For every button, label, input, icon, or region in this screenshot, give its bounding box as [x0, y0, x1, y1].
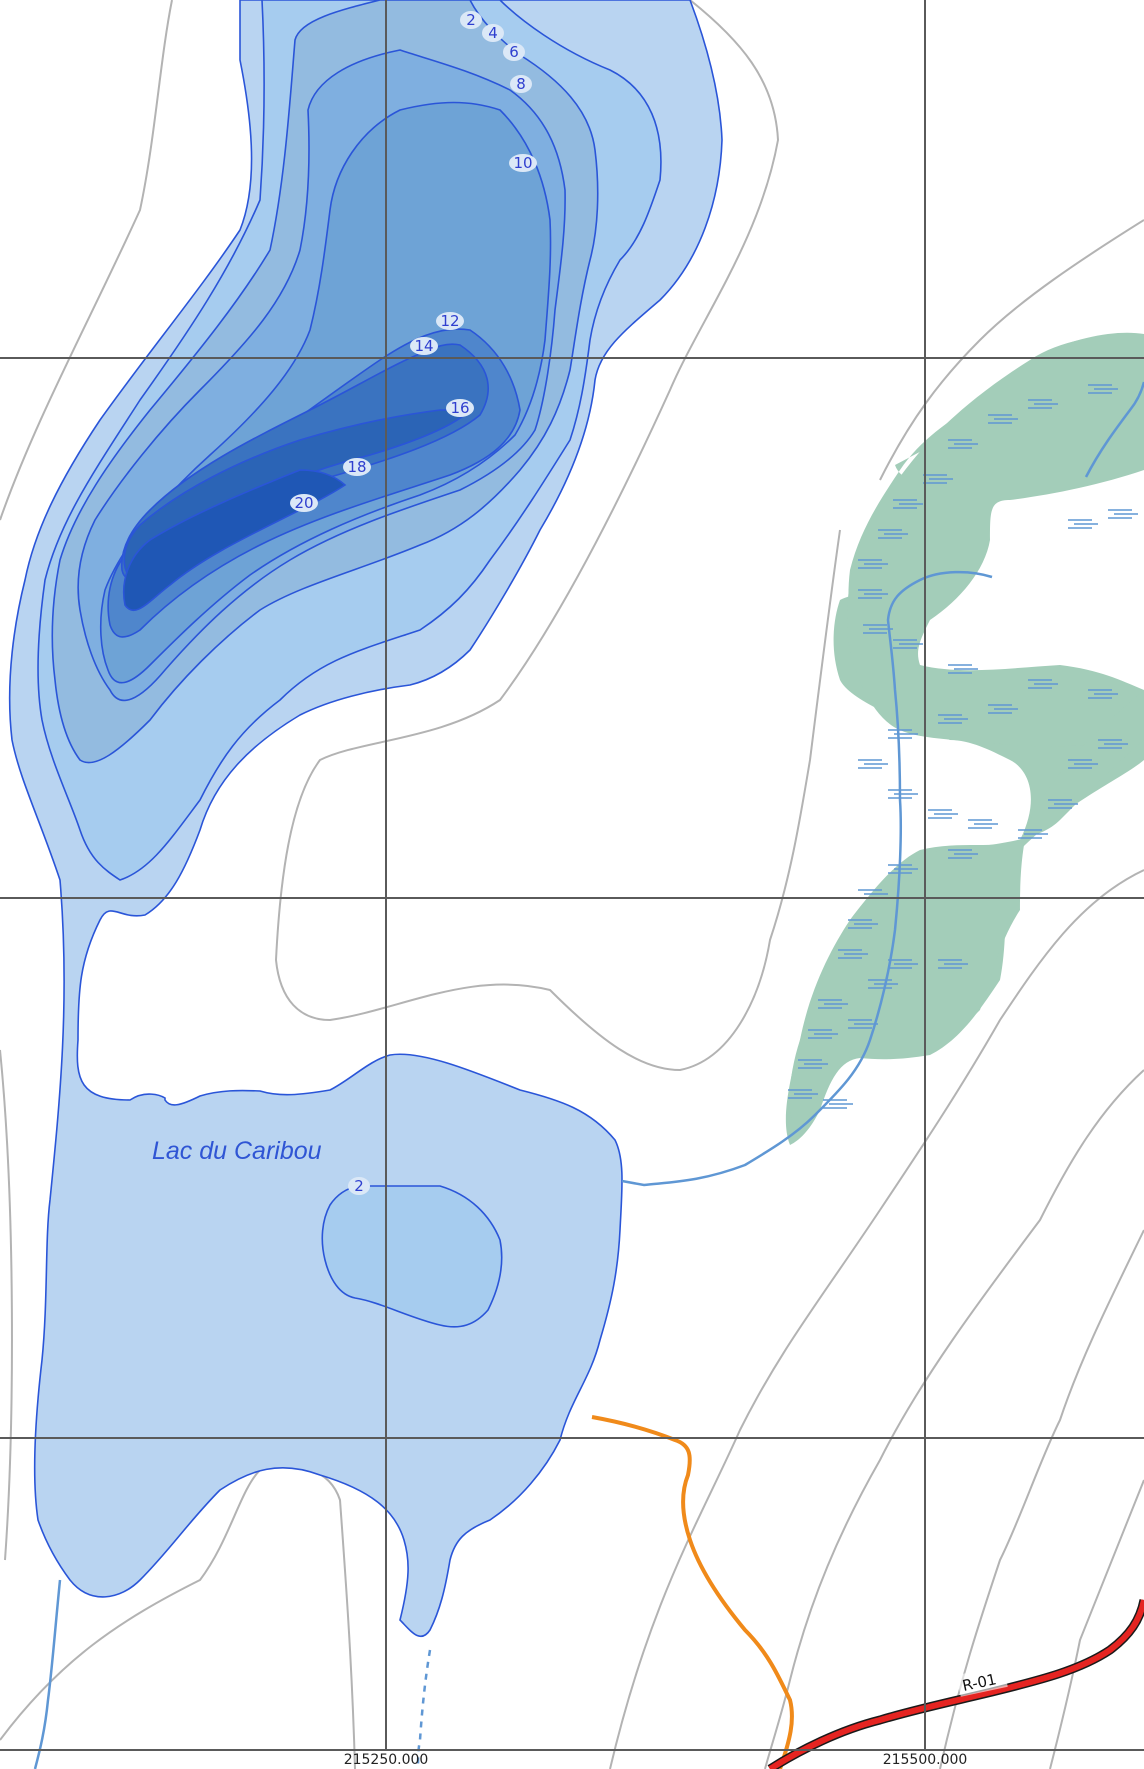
svg-text:2: 2 [354, 1177, 364, 1195]
x-coordinate-label: 215500.000 [883, 1752, 968, 1768]
lake [8, 0, 723, 1637]
marsh-symbols [788, 384, 1138, 1109]
depth-label: 18 [343, 458, 371, 476]
svg-text:20: 20 [294, 494, 313, 512]
x-coordinate-label: 215250.000 [344, 1752, 429, 1768]
svg-text:2: 2 [466, 11, 476, 29]
svg-text:6: 6 [509, 43, 519, 61]
depth-label: 2 [348, 1177, 370, 1195]
depth-label: 12 [436, 312, 464, 330]
svg-text:8: 8 [516, 75, 526, 93]
svg-text:18: 18 [347, 458, 366, 476]
svg-text:4: 4 [488, 24, 498, 42]
depth-label: 10 [509, 154, 537, 172]
svg-text:10: 10 [513, 154, 532, 172]
trail [591, 1415, 794, 1769]
depth-label: 2 [460, 11, 482, 29]
x-coordinate-labels: 215250.000 215500.000 [344, 1752, 968, 1768]
wetland-area [785, 332, 1144, 1145]
svg-text:16: 16 [450, 399, 469, 417]
lake-name: Lac du Caribou [152, 1137, 322, 1165]
road: R-01 [767, 1598, 1144, 1769]
depth-label: 20 [290, 494, 318, 512]
depth-label: 8 [510, 75, 532, 93]
depth-label: 4 [482, 24, 504, 42]
svg-text:14: 14 [414, 337, 433, 355]
depth-labels: 2 4 6 8 10 12 14 16 18 20 2 [290, 11, 537, 1195]
depth-label: 14 [410, 337, 438, 355]
depth-label: 16 [446, 399, 474, 417]
svg-text:12: 12 [440, 312, 459, 330]
road-label-background [956, 1665, 1008, 1697]
depth-label: 6 [503, 43, 525, 61]
